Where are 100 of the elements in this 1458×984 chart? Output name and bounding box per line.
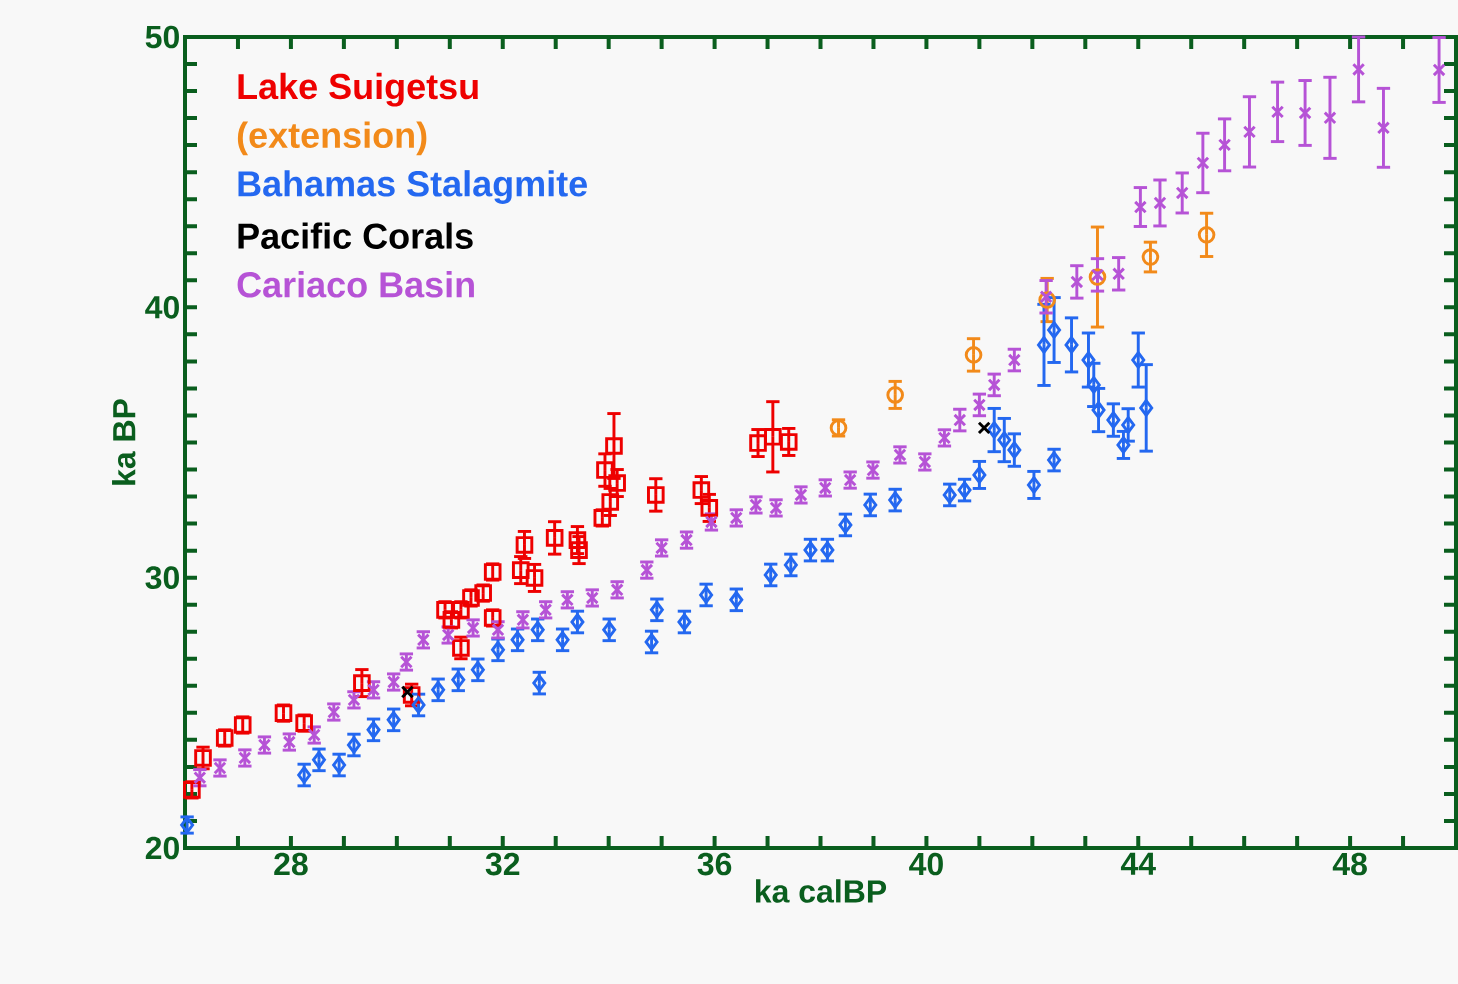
point	[1081, 351, 1096, 369]
point	[964, 346, 983, 364]
point	[888, 491, 903, 509]
point	[452, 639, 470, 657]
point	[366, 721, 381, 739]
point	[953, 413, 967, 427]
point	[803, 541, 818, 559]
y-tick-label: 20	[145, 836, 179, 860]
point	[491, 641, 505, 659]
point	[972, 466, 987, 484]
point	[602, 621, 617, 639]
point	[1141, 248, 1160, 266]
point	[1039, 290, 1053, 304]
point	[1139, 399, 1154, 417]
point	[386, 711, 401, 729]
point	[1376, 121, 1391, 135]
point	[451, 671, 466, 689]
point	[297, 766, 312, 784]
text: Cariaco Basin	[237, 271, 474, 298]
point	[1064, 336, 1079, 354]
point	[1112, 267, 1126, 281]
point	[647, 486, 665, 504]
point	[649, 601, 664, 619]
point	[820, 541, 835, 559]
point	[779, 433, 798, 451]
point	[977, 421, 991, 435]
point	[1090, 268, 1105, 282]
point	[596, 461, 614, 479]
point	[346, 736, 361, 754]
point	[763, 566, 778, 584]
point	[515, 536, 534, 554]
text: (extension)	[237, 121, 427, 156]
y-tick-label: 40	[145, 296, 179, 319]
point	[470, 661, 485, 679]
point	[431, 681, 446, 699]
point	[1175, 186, 1189, 200]
point	[1007, 441, 1022, 459]
point	[700, 499, 719, 517]
point	[1037, 336, 1051, 354]
point	[1086, 376, 1101, 394]
point	[863, 496, 878, 514]
point	[1217, 138, 1232, 152]
point	[749, 434, 767, 452]
point	[194, 749, 212, 767]
x-axis-title: ka calBP	[756, 879, 887, 903]
y-tick-label: 50	[145, 25, 179, 49]
point	[1047, 321, 1062, 339]
point	[312, 751, 326, 769]
point	[987, 378, 1001, 392]
point	[942, 486, 957, 504]
point	[1196, 156, 1210, 170]
x-tick-label: 36	[697, 852, 732, 876]
point	[570, 613, 585, 631]
text: Pacific Corals	[238, 222, 473, 249]
point	[530, 621, 545, 639]
point	[1432, 63, 1446, 77]
point	[677, 613, 692, 631]
point	[886, 386, 904, 404]
point	[783, 556, 798, 574]
point	[332, 756, 347, 774]
point	[555, 631, 570, 649]
point	[644, 633, 659, 651]
point	[510, 631, 525, 649]
text: Bahamas Stalagmite	[238, 170, 587, 204]
point	[193, 771, 207, 785]
point	[1007, 353, 1021, 367]
point	[1133, 200, 1148, 214]
point	[957, 481, 972, 499]
y-axis-title: ka BP	[112, 399, 136, 485]
point	[183, 781, 201, 799]
point	[1197, 226, 1216, 244]
point	[838, 516, 853, 534]
point	[491, 623, 505, 637]
y-tick-label: 30	[145, 566, 179, 590]
point	[1270, 105, 1285, 119]
point	[987, 421, 1002, 439]
point	[699, 586, 714, 604]
x-tick-label: 48	[1332, 852, 1367, 876]
point	[1121, 416, 1136, 434]
point	[1091, 401, 1106, 419]
point	[441, 628, 455, 642]
point	[972, 398, 987, 412]
point	[1047, 451, 1062, 469]
x-tick-label: 40	[909, 852, 943, 876]
point	[353, 674, 371, 692]
point	[532, 674, 547, 692]
point	[1070, 275, 1084, 289]
text: Lake Suigetsu	[238, 72, 478, 107]
point	[764, 428, 782, 446]
x-tick-label: 28	[274, 852, 308, 876]
x-tick-label: 44	[1120, 852, 1156, 875]
point	[1131, 351, 1146, 369]
x-tick-label: 32	[485, 852, 520, 876]
point	[692, 481, 711, 499]
point	[1298, 106, 1312, 120]
point	[1323, 111, 1337, 125]
point	[1026, 476, 1041, 494]
point	[1351, 62, 1366, 77]
point	[545, 529, 564, 547]
point	[729, 591, 744, 609]
